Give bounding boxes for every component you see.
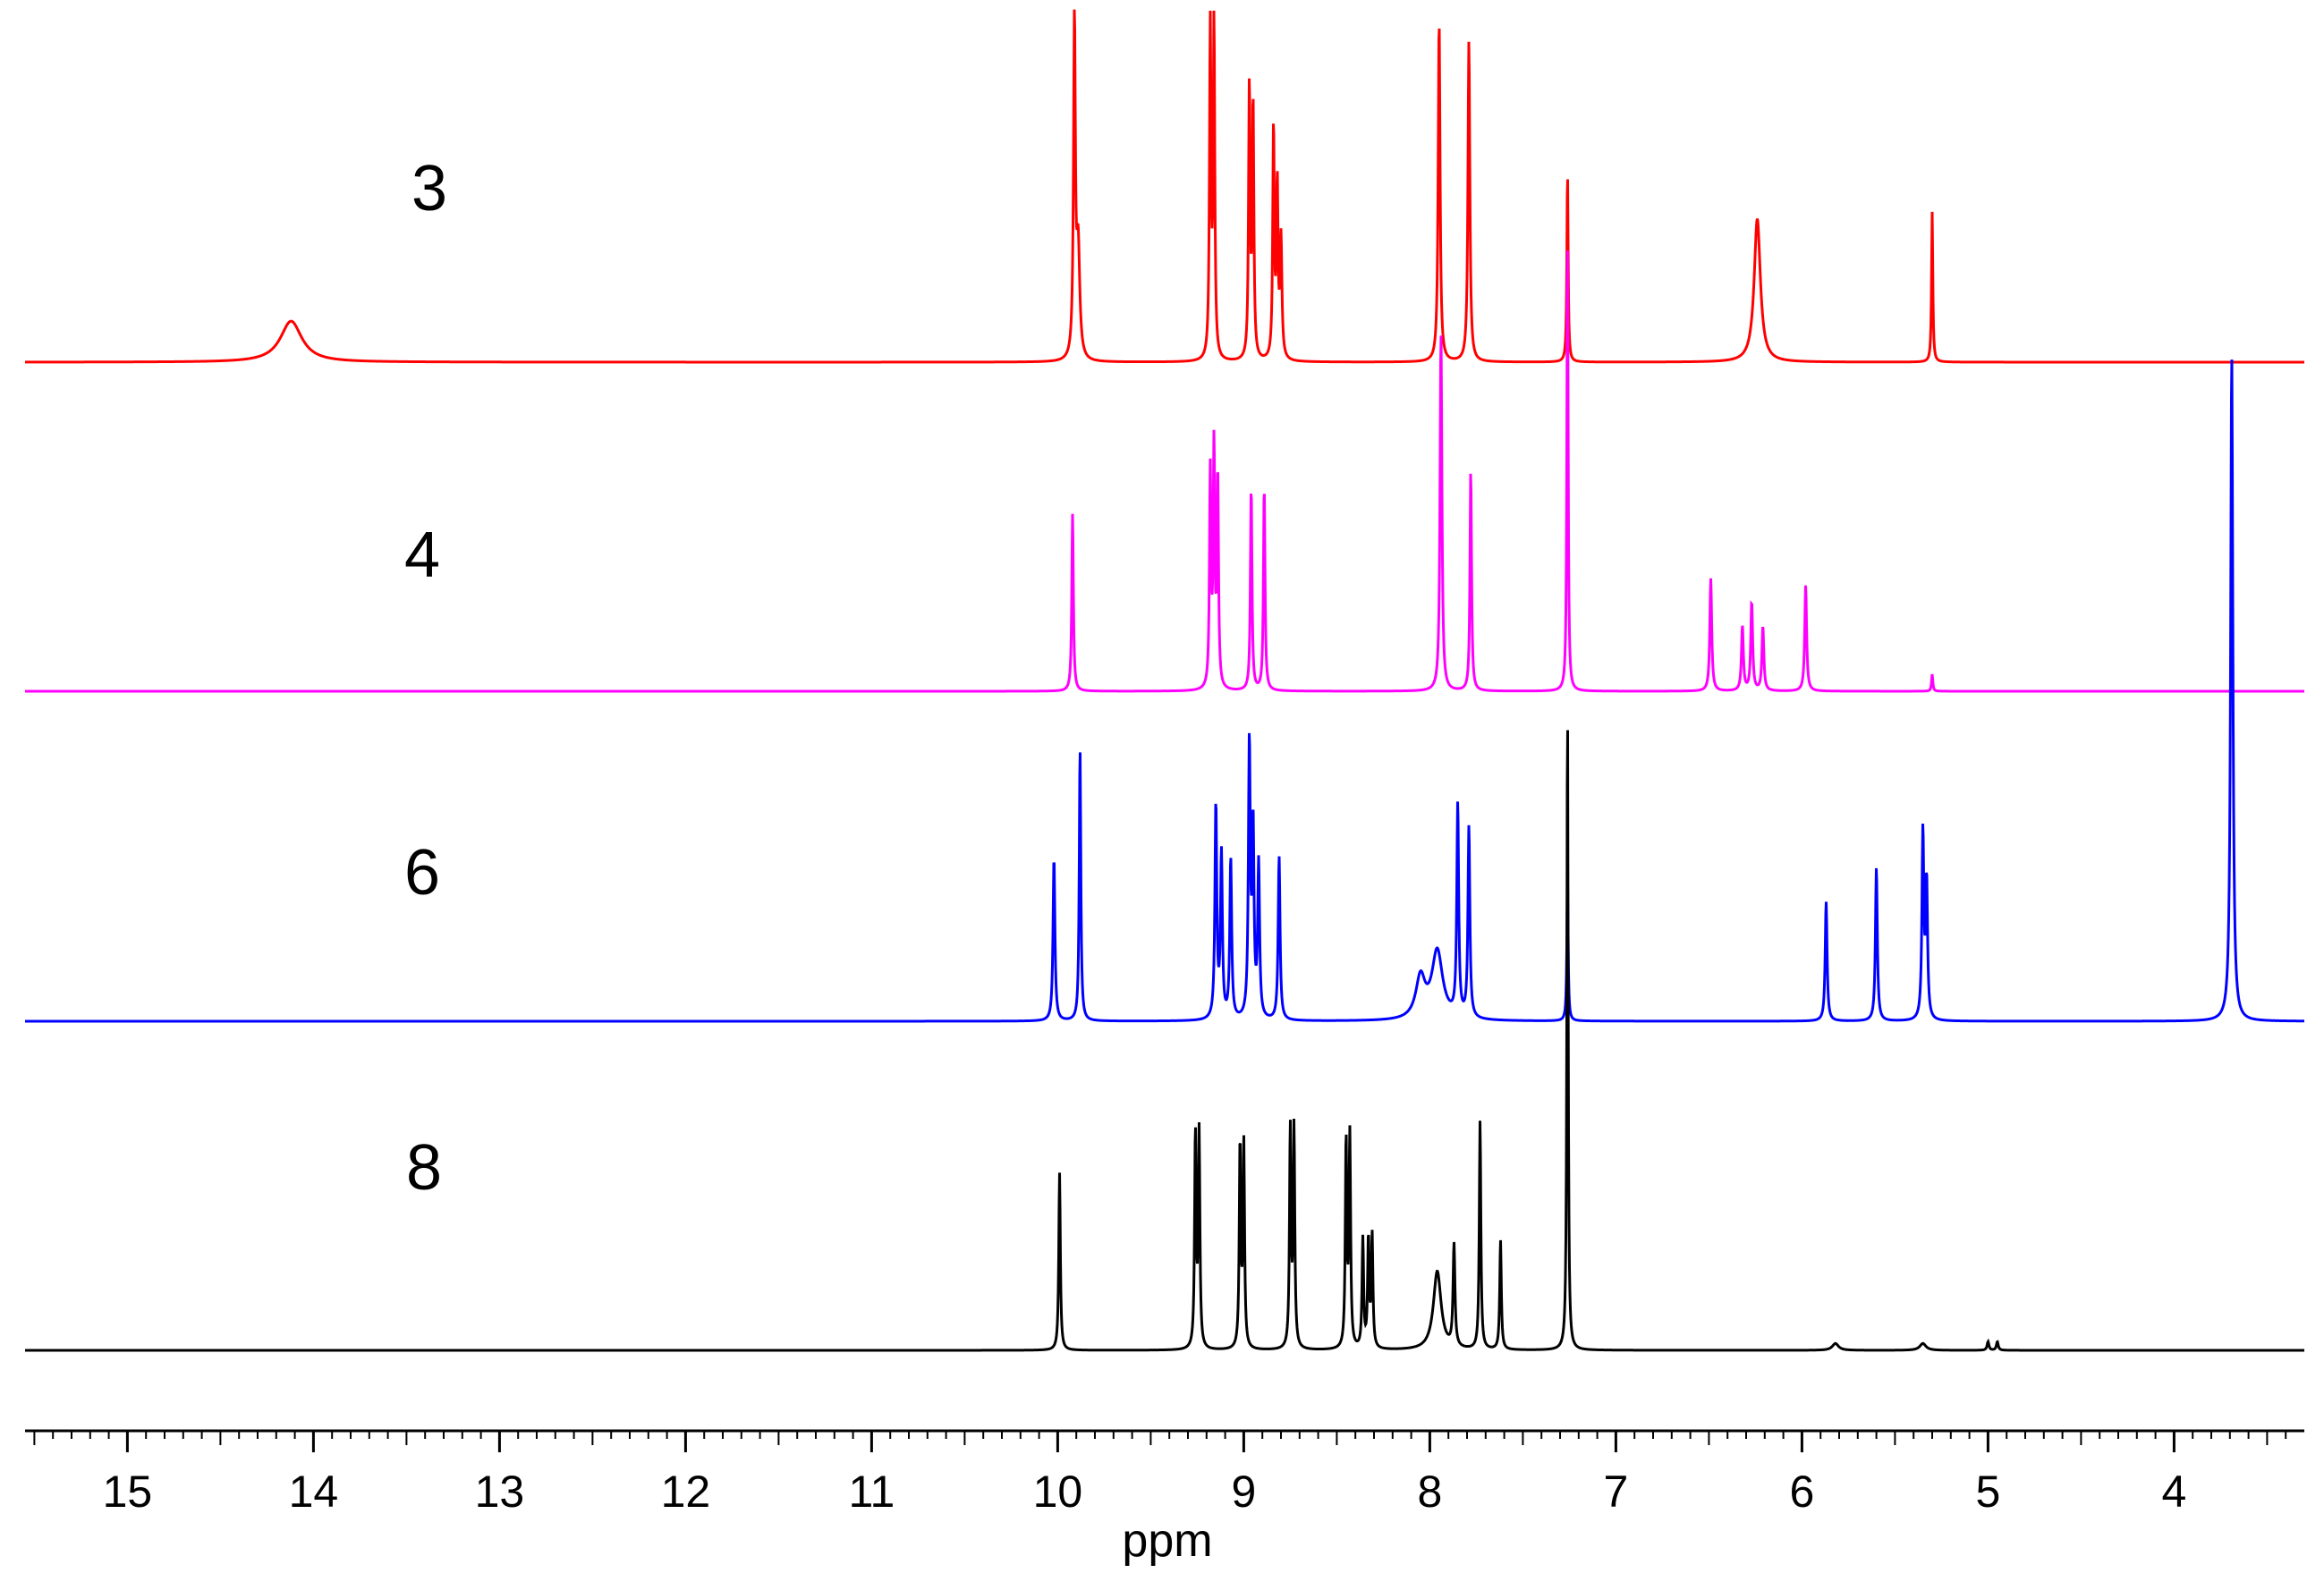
x-tick-label: 6 bbox=[1789, 1467, 1814, 1517]
x-tick-label: 8 bbox=[1417, 1467, 1442, 1517]
spectrum-8: 8 bbox=[25, 730, 2304, 1352]
x-tick-label: 15 bbox=[103, 1467, 153, 1517]
spectrum-8-trace bbox=[25, 730, 2304, 1352]
x-axis: 15 14 13 12 11 10 9 8 7 6 5 4 ppm bbox=[25, 1429, 2304, 1567]
spectrum-4: 4 bbox=[25, 250, 2304, 693]
x-tick-label: 7 bbox=[1603, 1467, 1628, 1517]
x-tick-label: 10 bbox=[1033, 1467, 1083, 1517]
x-tick-label: 13 bbox=[475, 1467, 525, 1517]
x-tick-label: 14 bbox=[289, 1467, 339, 1517]
spectrum-4-label: 4 bbox=[404, 520, 440, 591]
x-tick-label: 12 bbox=[661, 1467, 711, 1517]
spectrum-3-trace bbox=[25, 9, 2304, 364]
spectrum-8-label: 8 bbox=[406, 1132, 442, 1204]
spectrum-4-trace bbox=[25, 250, 2304, 693]
x-axis-label: ppm bbox=[1122, 1515, 1212, 1567]
x-tick-label: 4 bbox=[2161, 1467, 2186, 1517]
x-axis-ticks: 15 14 13 12 11 10 9 8 7 6 5 4 bbox=[33, 1431, 2287, 1517]
spectrum-6: 6 bbox=[25, 359, 2305, 1023]
spectrum-6-label: 6 bbox=[404, 837, 440, 909]
x-tick-label: 9 bbox=[1231, 1467, 1256, 1517]
spectrum-6-trace bbox=[25, 359, 2305, 1023]
spectrum-3: 3 bbox=[25, 9, 2304, 364]
x-tick-label: 11 bbox=[848, 1467, 895, 1517]
spectrum-3-label: 3 bbox=[411, 153, 447, 224]
x-tick-label: 5 bbox=[1975, 1467, 2000, 1517]
